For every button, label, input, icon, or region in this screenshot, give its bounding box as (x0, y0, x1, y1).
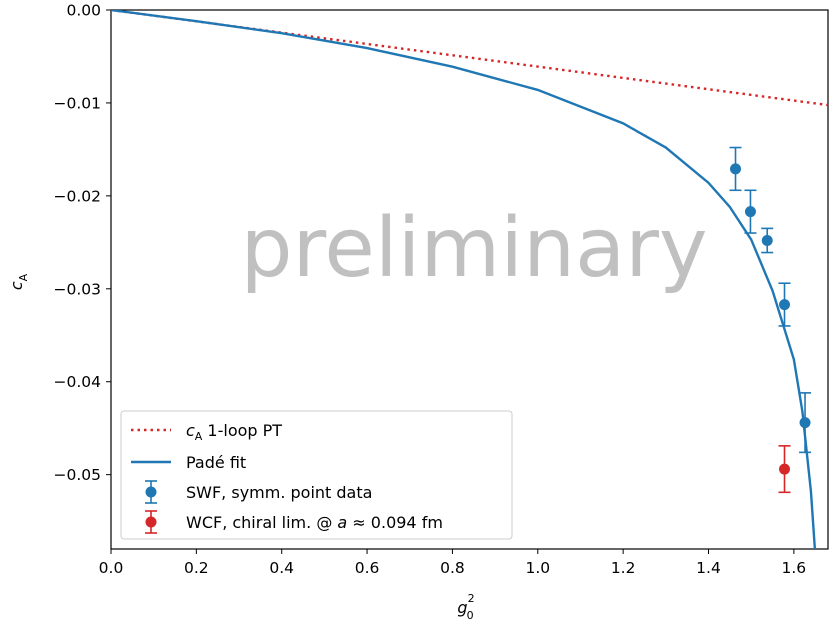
watermark: preliminary (240, 201, 707, 296)
legend-entry-1: Padé fit (131, 453, 246, 472)
y-tick-label: 0.00 (66, 2, 101, 20)
data-point-swf (799, 392, 812, 454)
data-point-swf (744, 189, 757, 234)
pade-fit-line (111, 10, 817, 549)
legend-box (120, 410, 513, 540)
legend-entry-2: SWF, symm. point data (145, 480, 372, 504)
marker (744, 206, 756, 218)
legend-entry-0: cA 1-loop PT (131, 421, 282, 443)
marker (761, 234, 773, 246)
legend-items: cA 1-loop PT Padé fit SWF, symm. point dat… (131, 421, 443, 534)
tick-layer: 0.0 0.2 0.4 0.6 0.8 1.0 1.2 1.4 1.6 0.00 −0.01 −0.0… (54, 2, 807, 578)
data-point-wcf (778, 445, 791, 494)
y-tick-label: −0.03 (54, 280, 102, 298)
legend-swatch-marker (145, 486, 157, 498)
legend-swatch-marker (145, 516, 157, 528)
legend-label: Padé fit (186, 453, 246, 472)
x-tick-label: 0.2 (184, 559, 209, 577)
x-tick-label: 1.6 (782, 559, 807, 577)
x-tick-label: 1.0 (525, 559, 550, 577)
y-tick-label: −0.05 (54, 466, 102, 484)
y-tick-label: −0.04 (54, 373, 102, 391)
data-point-swf (778, 282, 791, 327)
legend-label: cA 1-loop PT (186, 421, 282, 443)
x-tick-label: 0.0 (99, 559, 124, 577)
y-tick-label: −0.02 (54, 187, 102, 205)
x-axis-label: g02 (457, 592, 474, 622)
y-tick-label: −0.01 (54, 94, 102, 112)
data-point-swf (729, 146, 742, 192)
marker (779, 299, 791, 311)
marker (799, 417, 811, 429)
marker (730, 163, 742, 175)
legend-label: WCF, chiral lim. @ a ≈ 0.094 fm (186, 513, 443, 532)
plot-frame (110, 9, 829, 550)
legend: cA 1-loop PT Padé fit SWF, symm. point dat… (120, 410, 513, 540)
data-layer (111, 10, 829, 549)
x-tick-label: 1.4 (696, 559, 721, 577)
data-point-swf (761, 227, 774, 254)
marker (779, 463, 791, 475)
x-tick-label: 0.6 (355, 559, 380, 577)
legend-entry-3: WCF, chiral lim. @ a ≈ 0.094 fm (145, 510, 443, 534)
legend-label: SWF, symm. point data (186, 483, 372, 502)
x-tick-label: 1.2 (611, 559, 636, 577)
x-tick-label: 0.4 (269, 559, 294, 577)
x-tick-label: 0.8 (440, 559, 465, 577)
y-axis-label: cA (7, 273, 30, 290)
